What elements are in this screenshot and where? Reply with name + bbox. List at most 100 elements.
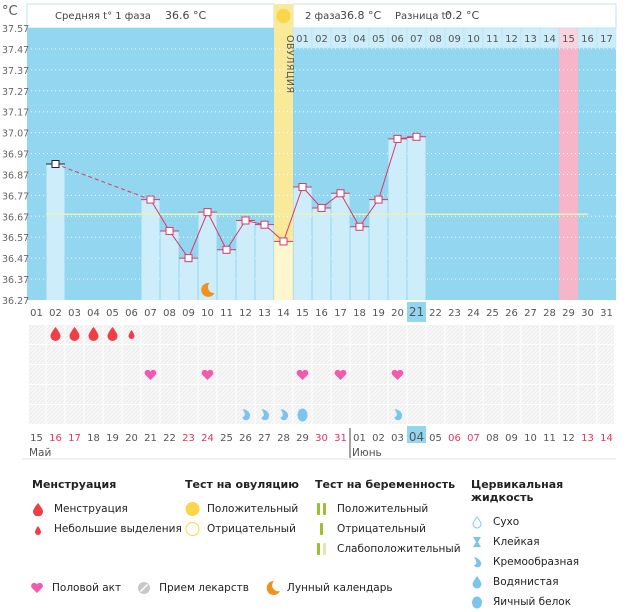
heart-icon: [201, 369, 214, 380]
cycle-day-label: 20: [391, 308, 404, 319]
temperature-bar: [369, 199, 388, 300]
cycle-day-label: 23: [448, 308, 461, 319]
calendar-date-label: 16: [49, 433, 62, 444]
calendar-date-label: 27: [258, 433, 271, 444]
phase1-header-box: [26, 3, 275, 29]
heart-icon: [30, 582, 52, 594]
phase2-day-label: 09: [448, 34, 461, 45]
cycle-day-label: 17: [334, 308, 347, 319]
y-tick-label: 37.07: [2, 129, 29, 140]
phase2-day-label: 17: [600, 34, 613, 45]
y-tick-label: 37.37: [2, 66, 29, 77]
heart-icon: [296, 369, 309, 380]
calendar-date-label: 05: [429, 433, 442, 444]
calendar-date-label: 26: [239, 433, 252, 444]
cycle-day-label: 09: [182, 308, 195, 319]
legend-item: Яичный белок: [471, 592, 626, 612]
calendar-date-label: 21: [144, 433, 157, 444]
temperature-line-segment: [226, 220, 246, 251]
phase2-day-label: 13: [524, 34, 537, 45]
phase2-avg-value: 36.8 °C: [340, 9, 381, 22]
legend-item: Слабоположительный: [315, 539, 461, 559]
cycle-day-label: 06: [125, 308, 138, 319]
y-tick-label: 37.47: [2, 45, 29, 56]
cycle-day-label: 02: [49, 308, 62, 319]
calendar-date-label: 04: [409, 430, 424, 444]
faint-line-icon: [315, 541, 337, 557]
heart-icon: [334, 369, 347, 380]
moon-icon: [265, 580, 287, 596]
phase2-day-label: 08: [429, 34, 442, 45]
phase2-day-label: 15: [562, 34, 575, 45]
cycle-day-label: 26: [505, 308, 518, 319]
cycle-day-label: 05: [106, 308, 119, 319]
filled-circle-icon: [185, 501, 207, 517]
ovulation-band: [274, 4, 293, 300]
one-line-icon: [315, 521, 337, 537]
today-cycle-day-highlight: [407, 302, 426, 322]
cycle-day-label: 31: [600, 308, 613, 319]
creamy-icon: [280, 409, 289, 421]
y-tick-label: 36.27: [2, 296, 29, 307]
moon-icon: [201, 282, 215, 297]
phase2-avg-label: 2 фаза: [305, 11, 341, 22]
legend-item: Клейкая: [471, 532, 626, 552]
legend-title: Менструация: [32, 478, 117, 491]
legend-title: Тест на овуляцию: [185, 478, 299, 491]
blood-drop-icon: [69, 327, 80, 342]
calendar-date-label: 09: [505, 433, 518, 444]
ovulation-label: ОВУЛЯЦИЯ: [284, 35, 295, 94]
creamy-icon: [471, 554, 493, 570]
calendar-date-label: 01: [353, 433, 366, 444]
marker-row: [29, 385, 614, 404]
y-tick-label: 36.77: [2, 191, 29, 202]
calendar-date-label: 24: [201, 433, 214, 444]
cycle-day-label: 28: [543, 308, 556, 319]
phase2-header-box: [292, 3, 617, 29]
temperature-point: [412, 132, 421, 141]
temperature-bar: [179, 258, 198, 300]
cycle-day-label: 04: [87, 308, 100, 319]
temperature-line-segment: [207, 211, 227, 251]
today-date-highlight: [407, 426, 426, 443]
calendar-date-label: 02: [372, 433, 385, 444]
legend-item: Небольшие выделения: [32, 519, 182, 539]
legend-item: Кремообразная: [471, 552, 626, 572]
creamy-icon: [394, 409, 403, 421]
marker-row: [29, 365, 614, 384]
temperature-bar: [141, 199, 160, 300]
calendar-date-label: 07: [467, 433, 480, 444]
calendar-date-label: 28: [277, 433, 290, 444]
temperature-bar: [407, 136, 426, 300]
temperature-bar: [312, 207, 331, 300]
calendar-date-label: 18: [87, 433, 100, 444]
temp-diff-label: Разница t°: [395, 11, 451, 22]
sticky-icon: [471, 534, 493, 550]
temperature-point: [279, 237, 288, 246]
blood-drop-icon: [88, 327, 99, 342]
small-blood-drop-icon: [128, 330, 135, 339]
phase2-day-label: 05: [372, 34, 385, 45]
y-tick-label: 36.47: [2, 254, 29, 265]
cycle-day-label: 01: [30, 308, 43, 319]
temperature-line-segment: [150, 199, 170, 232]
month-label: Май: [29, 447, 51, 459]
cycle-day-label: 29: [562, 308, 575, 319]
legend-item: Менструация: [32, 499, 182, 519]
temperature-point: [336, 189, 345, 198]
legend-ovulation-test: Тест на овуляцию Положительный Отрицател…: [185, 478, 299, 539]
cycle-day-label: 08: [163, 308, 176, 319]
temperature-bar: [236, 220, 255, 300]
temperature-point: [298, 183, 307, 192]
legend-item: Отрицательный: [315, 519, 461, 539]
temperature-bar: [331, 193, 350, 300]
eggwhite-icon: [297, 408, 308, 422]
calendar-date-label: 22: [163, 433, 176, 444]
calendar-date-label: 13: [581, 433, 594, 444]
cycle-day-label: 07: [144, 308, 157, 319]
temperature-bar: [255, 224, 274, 300]
temperature-line-segment: [359, 199, 379, 228]
temperature-bar: [293, 187, 312, 300]
temperature-line-segment: [55, 163, 151, 201]
temperature-point: [184, 254, 193, 263]
